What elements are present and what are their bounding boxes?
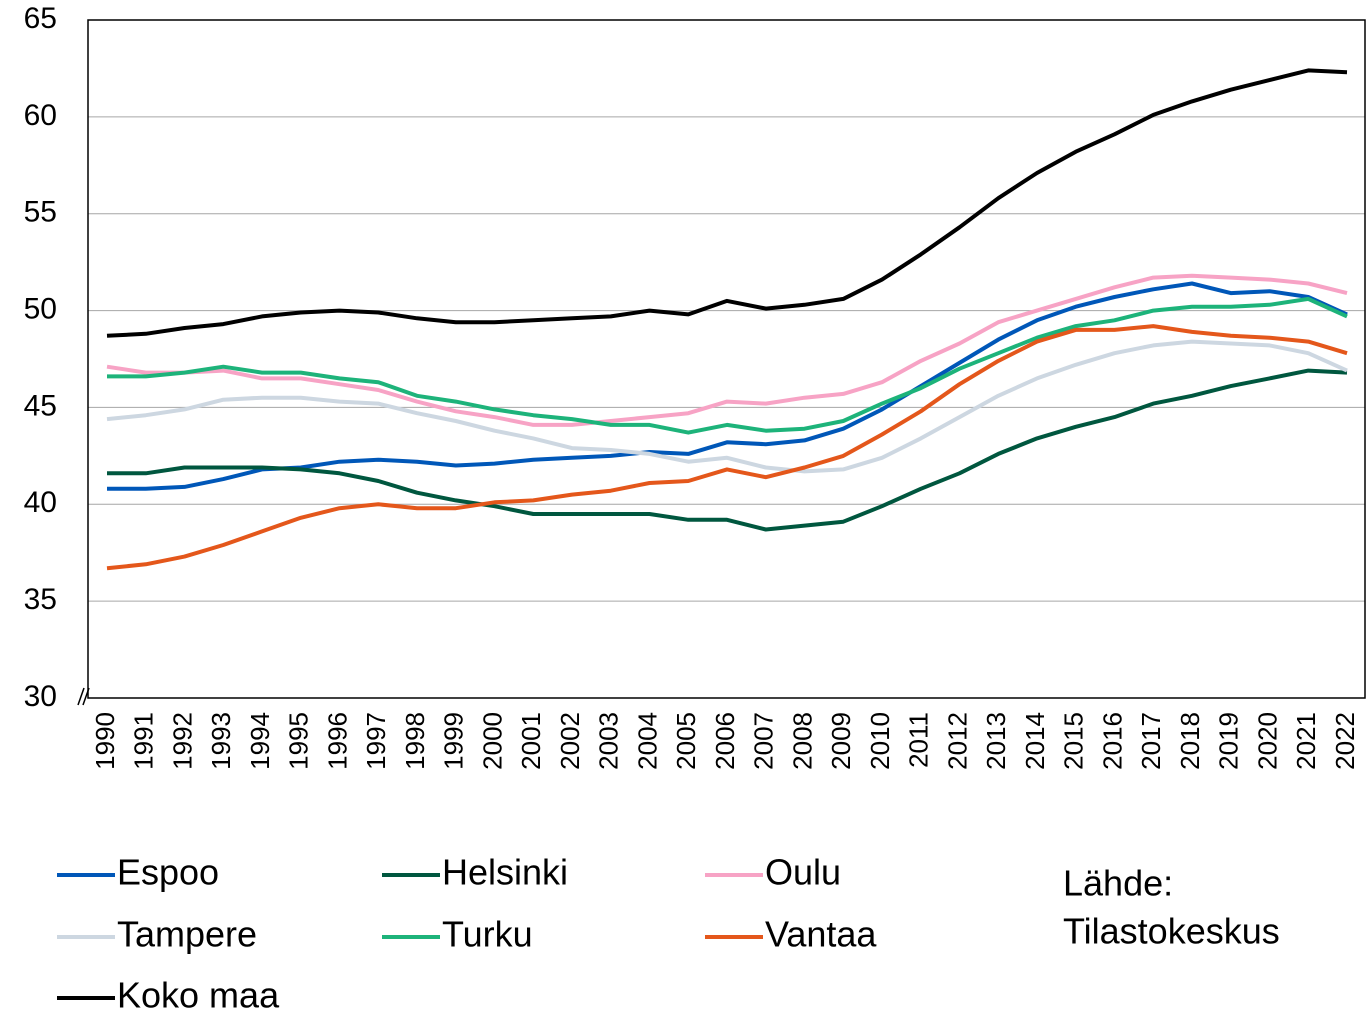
y-tick-label: 60 [24,99,57,132]
x-tick-label: 2014 [1020,712,1050,770]
x-tick-label: 2016 [1097,712,1127,770]
x-tick-label: 1993 [206,712,236,770]
line-series [107,368,1348,532]
x-tick-label: 1992 [167,712,197,770]
x-tick-label: 2020 [1252,712,1282,770]
x-tick-label: 1999 [439,712,469,770]
y-tick-label: 30 [24,680,57,713]
x-tick-label: 1995 [284,712,314,770]
legend-label: Vantaa [765,914,877,955]
x-tick-label: 2017 [1136,712,1166,770]
legend-label: Helsinki [442,852,568,893]
x-tick-label: 2019 [1214,712,1244,770]
legend-label: Oulu [765,852,841,893]
axis-break [77,687,85,706]
x-tick-label: 1990 [90,712,120,770]
x-tick-label: 2018 [1175,712,1205,770]
legend-label: Koko maa [117,975,280,1013]
x-tick-label: 2012 [942,712,972,770]
x-tick-label: 2013 [981,712,1011,770]
legend-label: Tampere [117,914,257,955]
x-tick-label: 1991 [129,712,159,770]
x-tick-label: 2022 [1330,712,1360,770]
x-tick-label: 2002 [555,712,585,770]
x-tick-label: 2005 [671,712,701,770]
line-series [106,273,1348,427]
x-tick-label: 2003 [594,712,624,770]
y-tick-label: 35 [24,583,57,616]
y-tick-label: 55 [24,196,57,229]
line-series [106,68,1348,338]
legend-label: Turku [442,914,533,955]
line-series [107,281,1348,491]
x-tick-label: 1994 [245,712,275,770]
x-tick-label: 2007 [749,712,779,770]
line-series [106,324,1348,571]
x-tick-label: 2006 [710,712,740,770]
line-series [107,296,1348,435]
x-tick-label: 2004 [632,712,662,770]
legend-label: Espoo [117,852,219,893]
x-tick-label: 2001 [516,712,546,770]
y-tick-label: 45 [24,389,57,422]
x-tick-label: 2011 [904,712,934,768]
x-tick-label: 1997 [361,712,391,770]
annotation: Lähde: [1063,863,1173,904]
plot-frame [87,19,1366,699]
x-tick-label: 1998 [400,712,430,770]
x-tick-label: 2010 [865,712,895,770]
y-tick-label: 40 [24,486,57,519]
x-tick-label: 2015 [1059,712,1089,770]
y-tick-label: 65 [24,2,57,35]
x-tick-label: 1996 [322,712,352,770]
y-tick-label: 50 [24,292,57,325]
x-tick-label: 2000 [477,712,507,770]
x-tick-label: 2008 [787,712,817,770]
line-series [106,339,1348,474]
x-tick-label: 2021 [1291,712,1321,770]
x-tick-label: 2009 [826,712,856,770]
annotation: Tilastokeskus [1063,911,1280,952]
